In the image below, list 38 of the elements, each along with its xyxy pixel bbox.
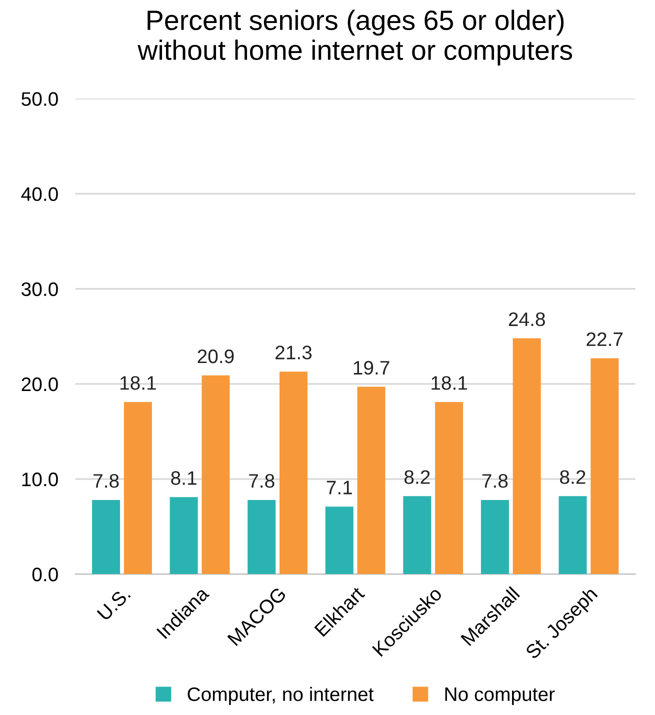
y-tick-label: 40.0 xyxy=(21,187,58,201)
y-tick-label: 0.0 xyxy=(32,568,58,582)
legend-label: No computer xyxy=(445,688,555,705)
bar xyxy=(170,497,198,574)
data-label: 18.1 xyxy=(120,376,156,390)
bar xyxy=(590,358,619,574)
bar xyxy=(558,496,587,574)
data-label: 24.8 xyxy=(508,312,545,326)
data-label: 20.9 xyxy=(198,349,234,364)
data-label: 8.2 xyxy=(560,470,586,484)
data-label: 7.8 xyxy=(94,474,119,488)
y-tick-label: 20.0 xyxy=(22,377,58,392)
bar xyxy=(512,338,541,574)
data-label: 18.1 xyxy=(432,376,468,390)
data-label: 8.1 xyxy=(171,471,196,485)
y-tick-label: 30.0 xyxy=(22,282,58,296)
bar xyxy=(435,402,464,574)
y-tick-label: 10.0 xyxy=(22,472,58,486)
bar xyxy=(202,375,230,574)
bar xyxy=(248,500,276,574)
bar xyxy=(124,402,152,574)
data-label: 19.7 xyxy=(354,360,390,375)
legend-label: Computer, no internet xyxy=(188,686,374,705)
data-label: 22.7 xyxy=(586,332,623,346)
x-tick-label: U.S. xyxy=(96,586,131,622)
data-label: 8.2 xyxy=(404,470,430,484)
bar xyxy=(480,500,509,574)
bar xyxy=(92,500,120,574)
data-label: 7.8 xyxy=(482,474,508,488)
data-label: 7.1 xyxy=(326,480,352,494)
bar xyxy=(357,386,386,574)
bar xyxy=(280,372,308,574)
bar xyxy=(325,506,354,574)
chart-title: Percent seniors (ages 65 or older) without home internet or computers xyxy=(138,10,572,66)
y-tick-label: 50.0 xyxy=(22,92,58,106)
bar xyxy=(403,496,432,574)
data-label: 21.3 xyxy=(276,346,312,360)
data-label: 7.8 xyxy=(249,474,274,488)
